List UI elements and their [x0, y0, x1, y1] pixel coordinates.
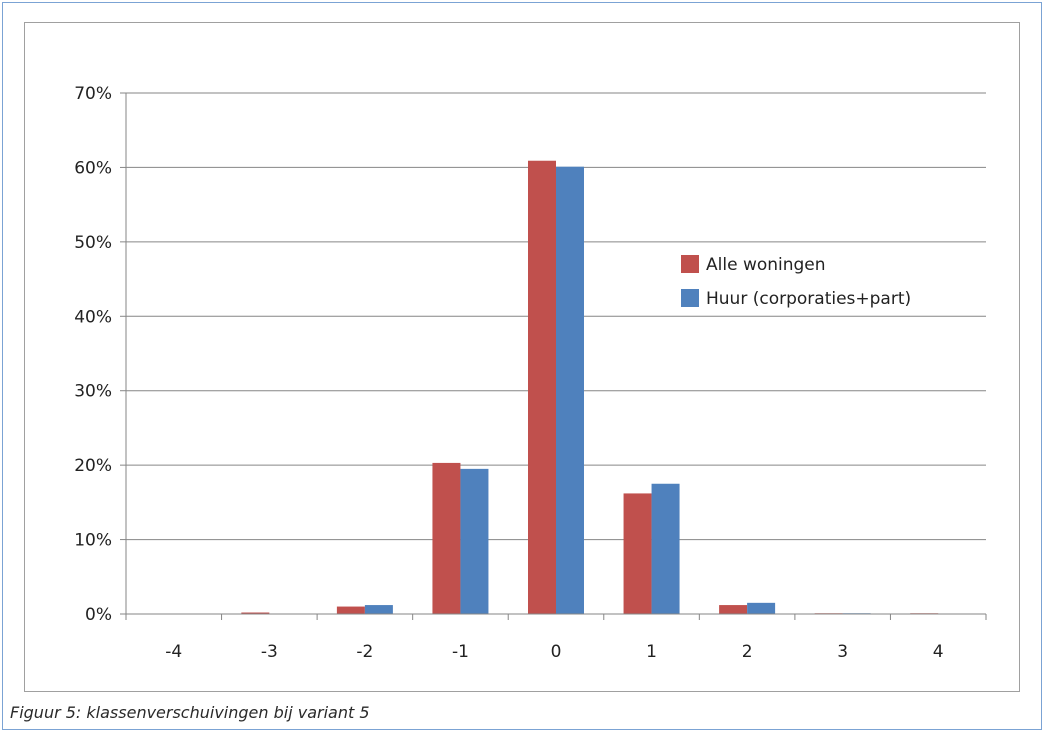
legend-label: Huur (corporaties+part): [706, 289, 911, 309]
legend: Alle woningen Huur (corporaties+part): [681, 255, 911, 309]
bar-2: [364, 605, 393, 614]
y-tick-label: 40%: [74, 307, 112, 327]
x-tick-label: -3: [261, 642, 278, 662]
x-tick-label: -4: [165, 642, 182, 662]
x-tick-label: 0: [551, 642, 562, 662]
legend-label: Alle woningen: [706, 255, 826, 275]
x-tick-label: 2: [742, 642, 753, 662]
legend-swatch: [681, 289, 699, 307]
x-axis: -4 -3 -2 -1 0 1 2 3 4: [125, 613, 987, 662]
gridlines: [126, 92, 986, 541]
y-tick-label: 60%: [74, 158, 112, 178]
bar-2: [556, 166, 584, 615]
y-tick-label: 20%: [74, 456, 112, 476]
x-tick-label: 3: [837, 642, 848, 662]
bar-chart: 0% 10% 20% 30% 40% 50% 60% 70% -4 -3 -2 -1 0 1 2 3 4 Al…: [74, 84, 987, 662]
bar-1: [719, 605, 748, 614]
y-tick-label: 50%: [74, 233, 112, 253]
bar-2: [651, 483, 680, 614]
bar-2: [747, 602, 776, 614]
legend-swatch: [681, 255, 699, 273]
x-tick-label: 4: [933, 642, 944, 662]
bar-2: [460, 468, 489, 614]
bar-1: [241, 612, 270, 614]
y-axis-ticks: 0% 10% 20% 30% 40% 50% 60% 70%: [74, 84, 127, 625]
bar-1: [336, 606, 365, 614]
bar-1: [623, 493, 652, 614]
y-tick-label: 10%: [74, 531, 112, 551]
x-tick-label: -2: [356, 642, 373, 662]
figure-caption: Figuur 5: klassenverschuivingen bij vari…: [10, 703, 370, 722]
chart-area: 0% 10% 20% 30% 40% 50% 60% 70% -4 -3 -2 -1 0 1 2 3 4 Al…: [24, 22, 1020, 692]
x-tick-label: 1: [646, 642, 657, 662]
bars: [241, 160, 939, 615]
x-tick-label: -1: [452, 642, 469, 662]
y-tick-label: 30%: [74, 382, 112, 402]
y-tick-label: 0%: [85, 605, 112, 625]
bar-1: [528, 160, 556, 615]
bar-1: [432, 462, 461, 614]
y-tick-label: 70%: [74, 84, 112, 104]
